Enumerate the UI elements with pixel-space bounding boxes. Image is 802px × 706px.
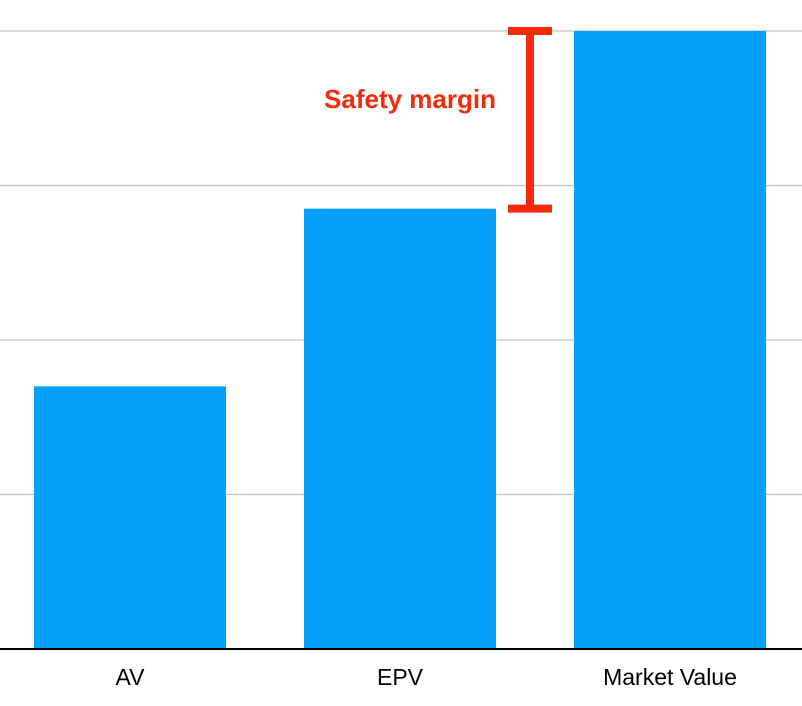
bar-av: [34, 386, 226, 649]
safety-margin-annotation: Safety margin: [324, 27, 552, 213]
x-tick-label-epv: EPV: [377, 664, 424, 690]
safety-margin-label: Safety margin: [324, 84, 496, 114]
x-tick-label-market-value: Market Value: [603, 664, 737, 690]
bar-market-value: [574, 31, 766, 649]
bar-epv: [304, 208, 496, 650]
x-tick-labels: AV EPV Market Value: [116, 664, 737, 690]
x-tick-label-av: AV: [116, 664, 146, 690]
bars: [34, 31, 766, 650]
